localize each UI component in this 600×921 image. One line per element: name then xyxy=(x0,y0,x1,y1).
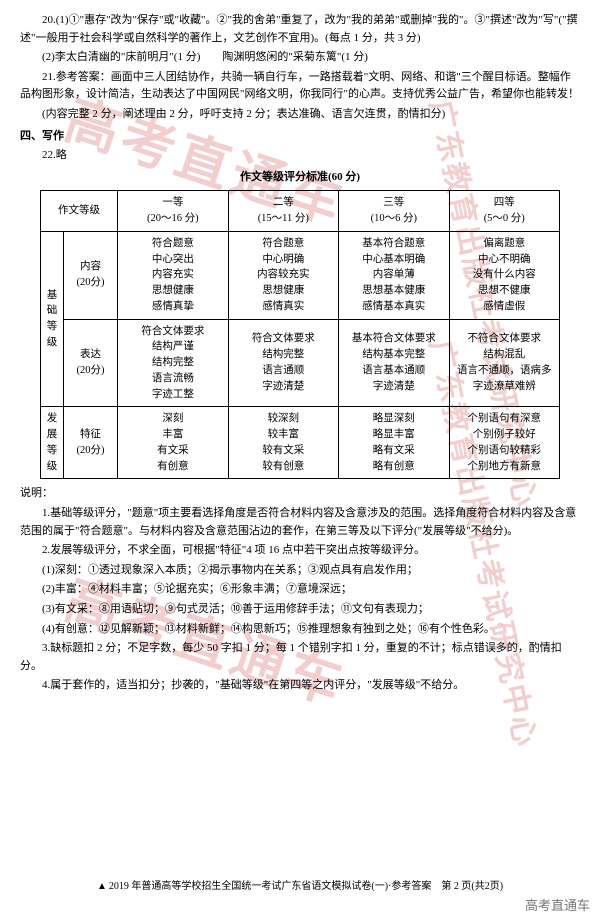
page-footer: 2019 年普通高等学校招生全国统一考试广东省语文模拟试卷(一)·参考答案 第 … xyxy=(0,879,600,895)
content-c2: 符合题意中心明确内容较充实思想健康感情真实 xyxy=(228,231,338,319)
feature-c4: 个别语句有深意个别例子较好个别语句较精彩个别地方有新意 xyxy=(449,407,559,479)
row-express-label: 表达(20分) xyxy=(63,319,117,407)
th-4: 四等(5～0 分) xyxy=(449,191,559,232)
content-c4: 偏离题意中心不明确没有什么内容思想不健康感情虚假 xyxy=(449,231,559,319)
express-c1: 符合文体要求结构严谨结构完整语言流畅字迹工整 xyxy=(118,319,228,407)
vlabel-base: 基础等级 xyxy=(41,231,64,407)
q22: 22.略 xyxy=(20,147,580,165)
th-level: 作文等级 xyxy=(41,191,118,232)
express-c2: 符合文体要求结构完整语言通顺字迹清楚 xyxy=(228,319,338,407)
feature-c3: 略显深刻略显丰富略有文采略有创意 xyxy=(339,407,449,479)
express-c3: 基本符合文体要求结构基本完整语言基本通顺字迹清楚 xyxy=(339,319,449,407)
th-2: 二等(15～11 分) xyxy=(228,191,338,232)
q20-line2: (2)李太白清幽的"床前明月"(1 分) 陶渊明悠闲的"采菊东篱"(1 分) xyxy=(20,49,580,67)
notes-header: 说明： xyxy=(20,485,580,503)
page-body: 20.(1)①"惠存"改为"保存"或"收藏"。②"我的舍弟"重复了，改为"我的弟… xyxy=(0,0,600,707)
section4-title: 四、写作 xyxy=(20,128,580,146)
q20-line1: 20.(1)①"惠存"改为"保存"或"收藏"。②"我的舍弟"重复了，改为"我的弟… xyxy=(20,12,580,47)
content-c1: 符合题意中心突出内容充实思想健康感情真挚 xyxy=(118,231,228,319)
vlabel-dev: 发展等级 xyxy=(41,407,64,479)
scoring-table: 作文等级 一等(20～16 分) 二等(15～11 分) 三等(10～6 分) … xyxy=(40,190,560,479)
note-2: 2.发展等级评分，不求全面，可根据"特征"4 项 16 点中若干突出点按等级评分… xyxy=(20,542,580,560)
note-2b: (2)丰富：④材料丰富；⑤论据充实；⑥形象丰满；⑦意境深远； xyxy=(20,581,580,599)
row-content-label: 内容(20分) xyxy=(63,231,117,319)
note-2a: (1)深刻：①透过现象深入本质；②揭示事物内在关系；③观点具有启发作用； xyxy=(20,562,580,580)
table-title: 作文等级评分标准(60 分) xyxy=(20,169,580,187)
note-2d: (4)有创意：⑫见解新颖；⑬材料新鲜；⑭构思新巧；⑮推理想象有独到之处；⑯有个性… xyxy=(20,621,580,639)
th-3: 三等(10～6 分) xyxy=(339,191,449,232)
content-c3: 基本符合题意中心基本明确内容单薄思想基本健康感情基本真实 xyxy=(339,231,449,319)
th-1: 一等(20～16 分) xyxy=(118,191,228,232)
note-4: 4.属于套作的，适当扣分；抄袭的，"基础等级"在第四等之内评分，"发展等级"不给… xyxy=(20,677,580,695)
feature-c2: 较深刻较丰富较有文采较有创意 xyxy=(228,407,338,479)
q21-line1: 21.参考答案：画面中三人团结协作，共骑一辆自行车，一路搭载着"文明、网络、和谐… xyxy=(20,69,580,104)
row-feature-label: 特征(20分) xyxy=(63,407,117,479)
footer-text: 2019 年普通高等学校招生全国统一考试广东省语文模拟试卷(一)·参考答案 第 … xyxy=(97,881,503,892)
note-2c: (3)有文采：⑧用语贴切；⑨句式灵活；⑩善于运用修辞手法；⑪文句有表现力； xyxy=(20,601,580,619)
feature-c1: 深刻丰富有文采有创意 xyxy=(118,407,228,479)
express-c4: 不符合文体要求结构混乱语言不通顺，语病多字迹潦草难辨 xyxy=(449,319,559,407)
note-1: 1.基础等级评分，"题意"项主要看选择角度是否符合材料内容及含意涉及的范围。选择… xyxy=(20,505,580,540)
brand-label: 高考直通车 xyxy=(525,896,590,917)
notes: 说明： 1.基础等级评分，"题意"项主要看选择角度是否符合材料内容及含意涉及的范… xyxy=(20,485,580,695)
q21-line2: (内容完整 2 分，阐述理由 2 分，呼吁支持 2 分；表达准确、语言欠连贯，酌… xyxy=(20,106,580,124)
note-3: 3.缺标题扣 2 分；不足字数，每少 50 字扣 1 分；每 1 个错别字扣 1… xyxy=(20,640,580,675)
